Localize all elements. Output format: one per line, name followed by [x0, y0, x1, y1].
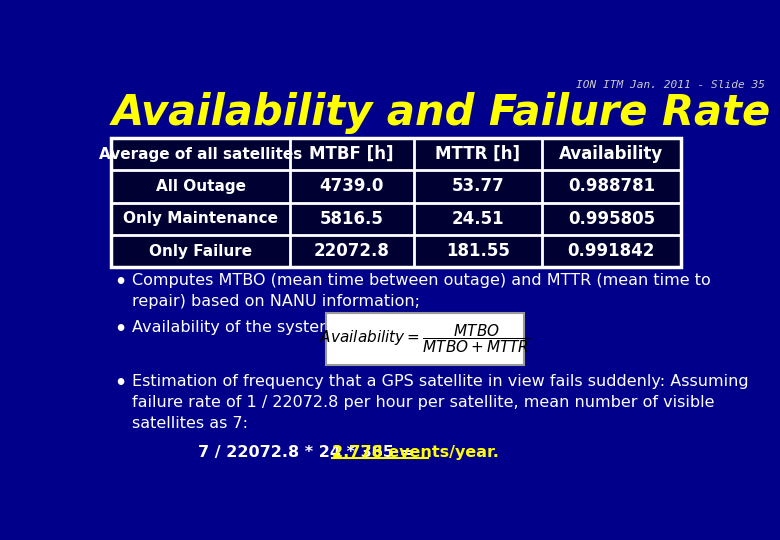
Text: 53.77: 53.77	[452, 178, 504, 195]
Bar	[112, 170, 681, 202]
Text: $\mathit{Availability} = \dfrac{MTBO}{MTBO + MTTR}$: $\mathit{Availability} = \dfrac{MTBO}{MT…	[319, 322, 530, 355]
Text: ION ITM Jan. 2011 - Slide 35: ION ITM Jan. 2011 - Slide 35	[576, 80, 765, 90]
Text: All Outage: All Outage	[155, 179, 246, 194]
Text: Availability of the system:: Availability of the system:	[132, 320, 340, 335]
Text: •: •	[115, 320, 126, 340]
Text: Availability and Failure Rate: Availability and Failure Rate	[112, 92, 771, 134]
Text: 0.988781: 0.988781	[568, 178, 655, 195]
Text: 0.995805: 0.995805	[568, 210, 655, 228]
Text: 4739.0: 4739.0	[320, 178, 384, 195]
Text: Only Failure: Only Failure	[149, 244, 252, 259]
Text: •: •	[115, 374, 126, 393]
Text: Average of all satellites: Average of all satellites	[99, 147, 302, 161]
Text: MTTR [h]: MTTR [h]	[435, 145, 520, 163]
Bar	[112, 138, 681, 170]
Text: MTBF [h]: MTBF [h]	[310, 145, 394, 163]
Text: 5816.5: 5816.5	[320, 210, 384, 228]
Text: 24.51: 24.51	[452, 210, 504, 228]
Bar	[112, 202, 681, 235]
Text: Only Maintenance: Only Maintenance	[123, 211, 278, 226]
Bar	[112, 138, 681, 267]
Text: •: •	[115, 273, 126, 292]
Text: 181.55: 181.55	[445, 242, 509, 260]
Text: 7 / 22072.8 * 24 * 365 =: 7 / 22072.8 * 24 * 365 =	[198, 445, 419, 460]
Text: Computes MTBO (mean time between outage) and MTTR (mean time to
repair) based on: Computes MTBO (mean time between outage)…	[132, 273, 711, 309]
Bar	[326, 313, 523, 365]
Bar	[112, 235, 681, 267]
Text: 0.991842: 0.991842	[568, 242, 655, 260]
Text: Availability: Availability	[559, 145, 664, 163]
Text: 2.778 events/year.: 2.778 events/year.	[332, 445, 499, 460]
Text: Estimation of frequency that a GPS satellite in view fails suddenly: Assuming
fa: Estimation of frequency that a GPS satel…	[132, 374, 748, 431]
Text: 22072.8: 22072.8	[314, 242, 390, 260]
